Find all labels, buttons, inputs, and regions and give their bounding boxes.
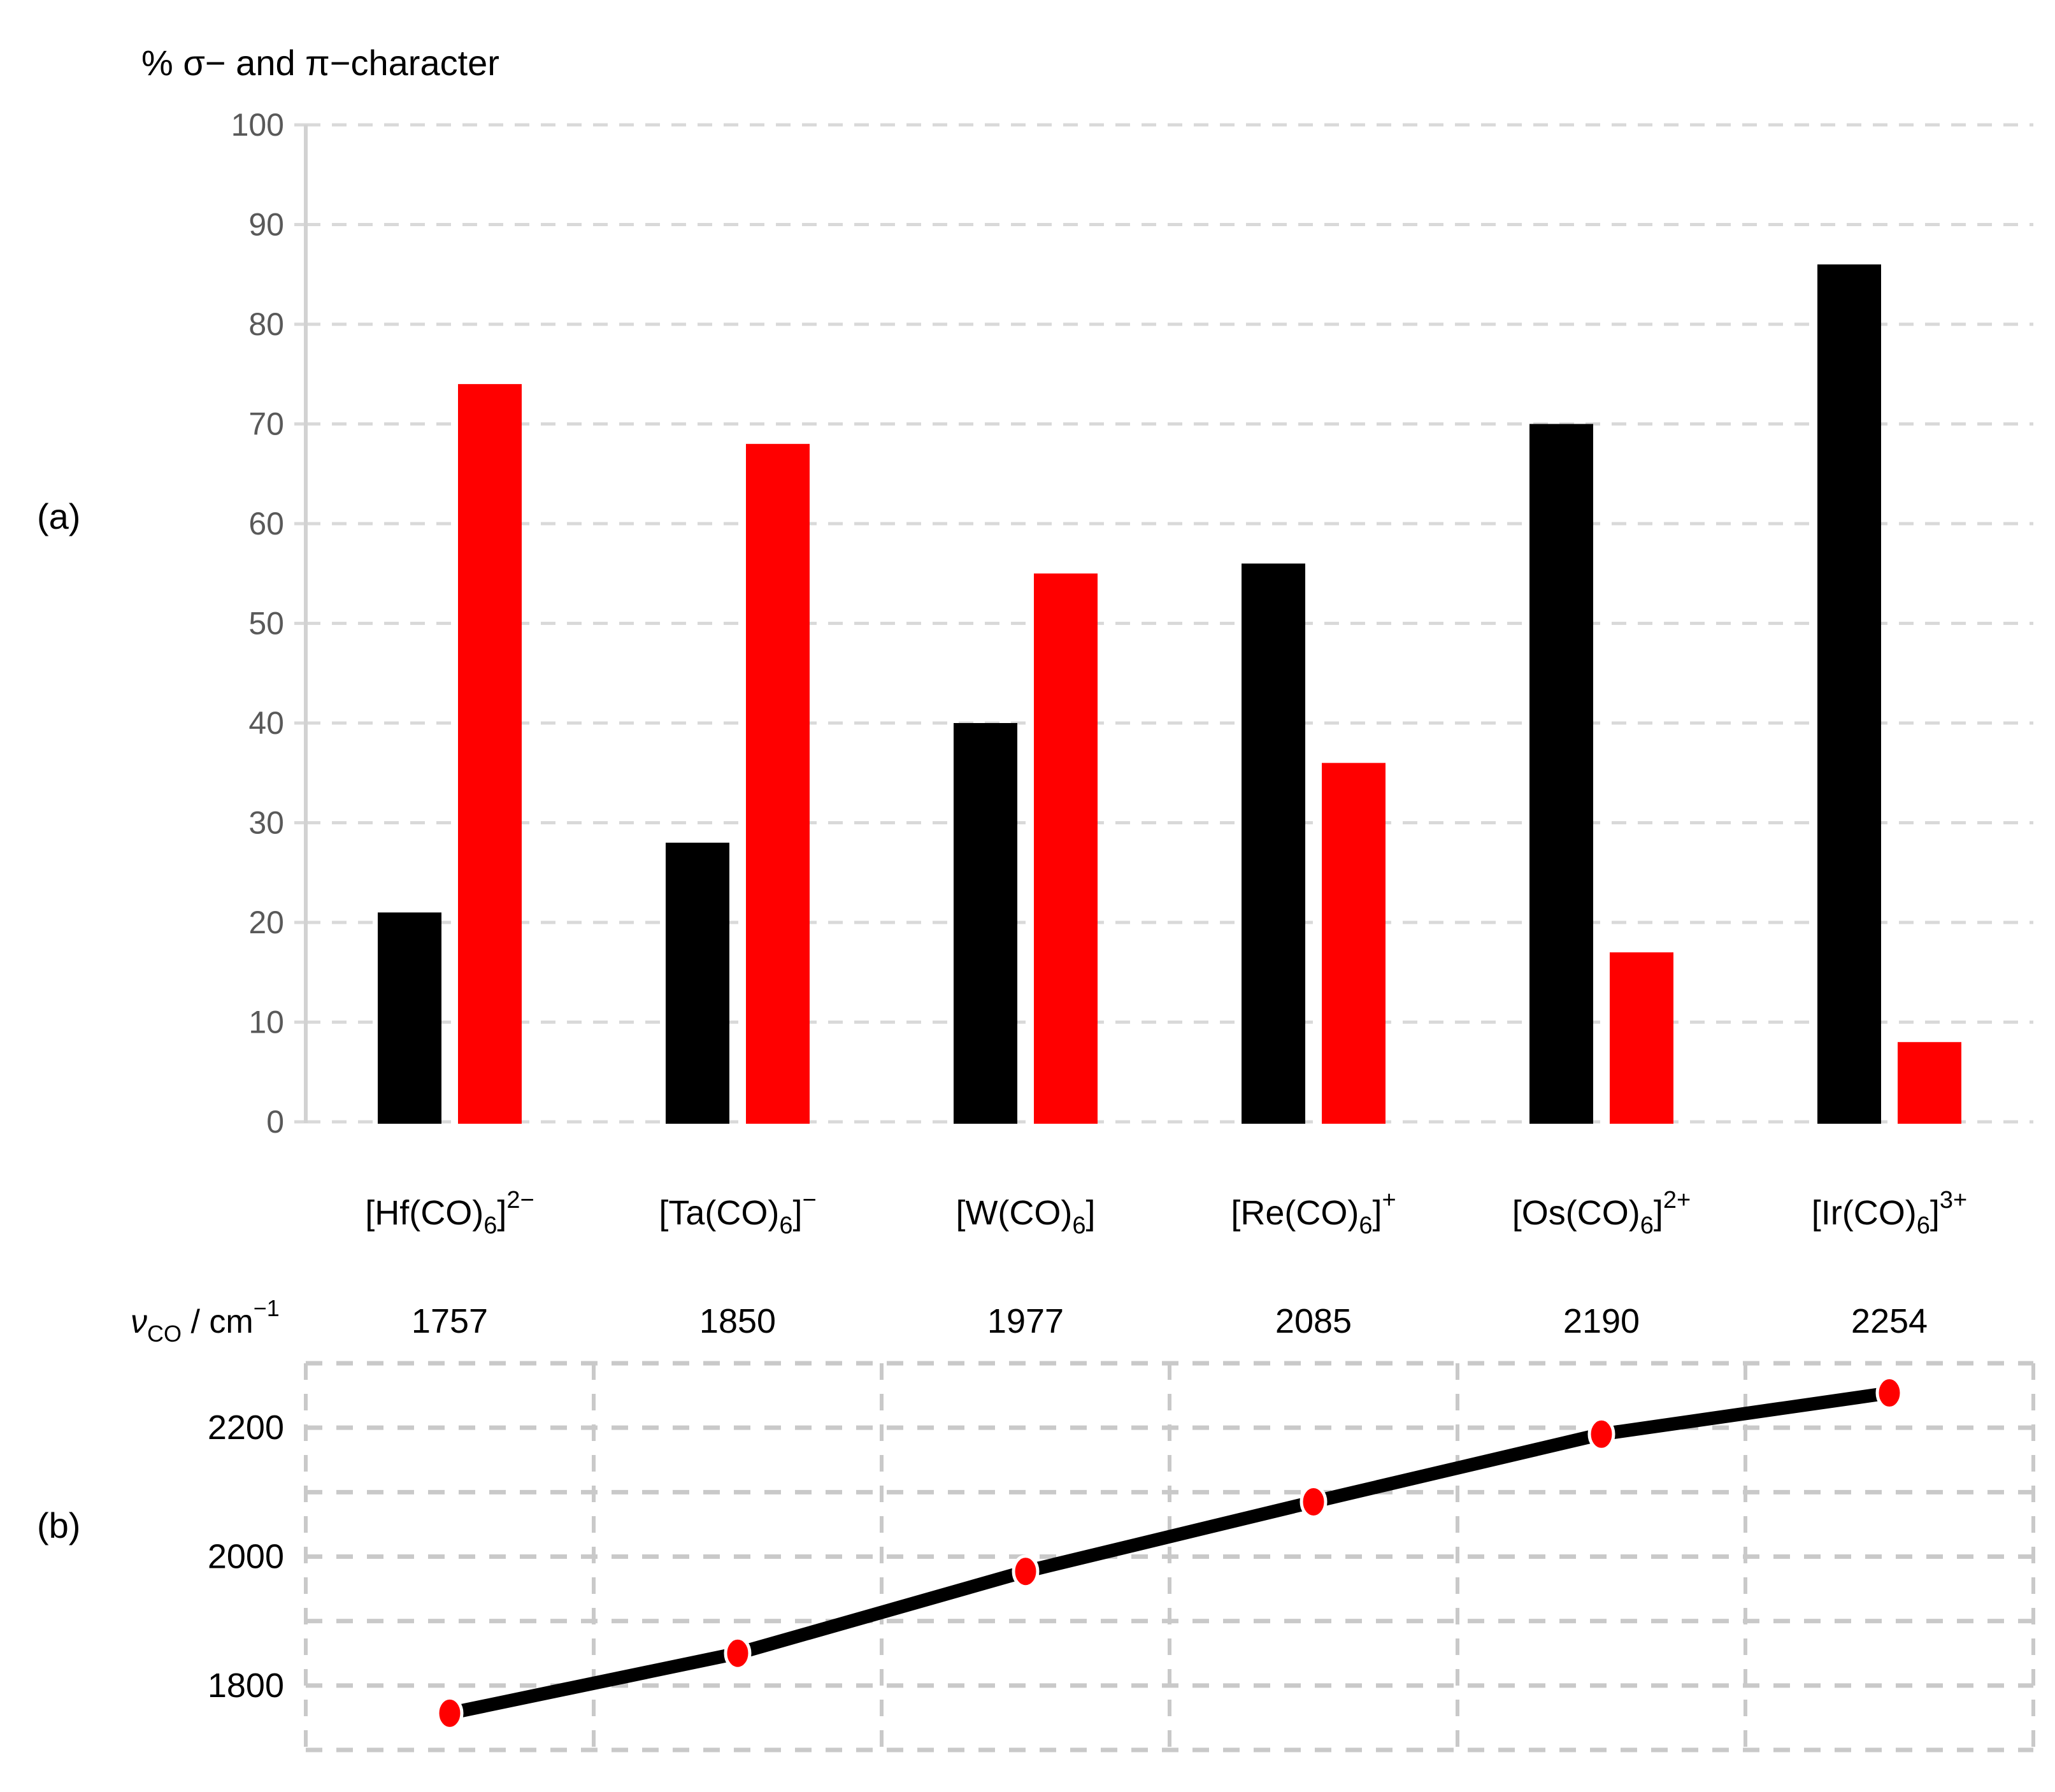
ytick-b-label-2200: 2200 xyxy=(208,1409,284,1447)
nuco-value-2: 1977 xyxy=(987,1302,1064,1340)
ytick-b-label-2000: 2000 xyxy=(208,1538,284,1576)
chart-title: % σ− and π−character xyxy=(141,43,499,83)
nuco-marker-2 xyxy=(1012,1554,1040,1589)
ytick-a-label-0: 0 xyxy=(266,1104,284,1140)
ytick-a-label-80: 80 xyxy=(248,306,284,342)
category-label-1: [Ta(CO)6]− xyxy=(659,1187,816,1239)
ytick-b-label-1800: 1800 xyxy=(208,1667,284,1705)
ytick-a-label-90: 90 xyxy=(248,207,284,243)
nuco-marker-3 xyxy=(1300,1485,1328,1519)
ytick-a-label-70: 70 xyxy=(248,406,284,442)
nuco-value-5: 2254 xyxy=(1851,1302,1928,1340)
ytick-a-label-50: 50 xyxy=(248,606,284,642)
bar-pi-0 xyxy=(458,383,522,1124)
bar-pi-5 xyxy=(1898,1042,1961,1124)
bar-sigma-4 xyxy=(1529,424,1593,1124)
nuco-marker-5 xyxy=(1875,1376,1903,1410)
ytick-a-label-40: 40 xyxy=(248,705,284,741)
ytick-a-label-60: 60 xyxy=(248,506,284,541)
bar-pi-2 xyxy=(1034,573,1098,1124)
ytick-a-label-10: 10 xyxy=(248,1005,284,1040)
bar-pi-4 xyxy=(1610,952,1673,1124)
bar-sigma-3 xyxy=(1242,563,1305,1124)
category-label-2: [W(CO)6] xyxy=(956,1194,1095,1239)
category-label-4: [Os(CO)6]2+ xyxy=(1512,1187,1691,1239)
nuco-value-0: 1757 xyxy=(412,1302,488,1340)
ytick-a-label-20: 20 xyxy=(248,905,284,940)
category-label-3: [Re(CO)6]+ xyxy=(1231,1187,1396,1239)
category-label-0: [Hf(CO)6]2− xyxy=(365,1187,534,1239)
bar-sigma-1 xyxy=(666,842,729,1124)
nuco-axis-label: νCO / cm−1 xyxy=(131,1295,280,1347)
panel-b-label: (b) xyxy=(37,1505,81,1545)
panel-a-label: (a) xyxy=(37,496,81,536)
nuco-value-4: 2190 xyxy=(1563,1302,1640,1340)
nuco-marker-1 xyxy=(724,1636,752,1670)
bar-sigma-2 xyxy=(954,723,1017,1124)
category-label-5: [Ir(CO)6]3+ xyxy=(1812,1187,1967,1239)
nuco-value-1: 1850 xyxy=(699,1302,776,1340)
bar-pi-1 xyxy=(746,443,810,1124)
bar-pi-3 xyxy=(1322,763,1386,1124)
bar-sigma-5 xyxy=(1817,264,1881,1124)
nuco-value-3: 2085 xyxy=(1275,1302,1352,1340)
ytick-a-label-30: 30 xyxy=(248,805,284,841)
ytick-a-label-100: 100 xyxy=(231,107,284,143)
nuco-marker-0 xyxy=(436,1696,464,1730)
bar-sigma-0 xyxy=(378,912,441,1124)
nuco-marker-4 xyxy=(1587,1417,1615,1451)
nuco-line-series xyxy=(448,1386,1891,1720)
